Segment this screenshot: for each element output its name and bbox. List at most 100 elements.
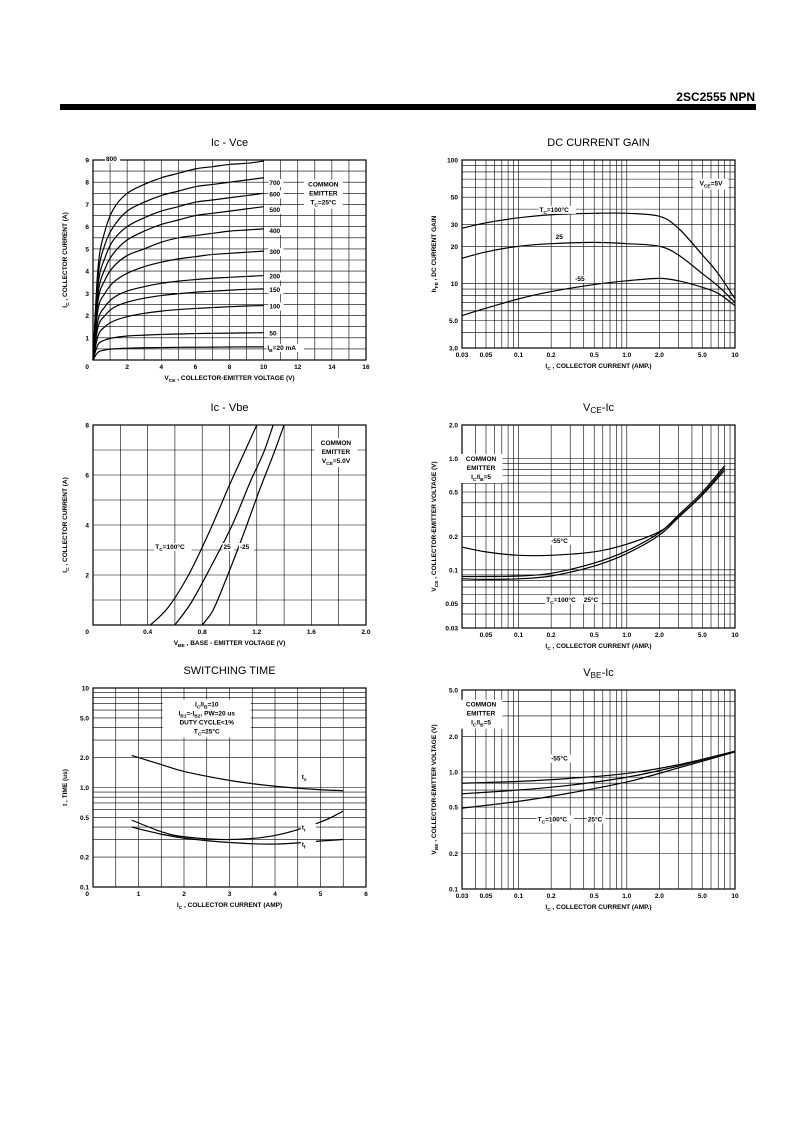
x-tick-label: 1.0 bbox=[622, 352, 631, 359]
series-line-0 bbox=[461, 750, 736, 784]
chart-title: Ic - Vce bbox=[211, 137, 248, 149]
x-tick-label: 0.2 bbox=[547, 632, 556, 639]
series-label-bg bbox=[154, 543, 192, 551]
series-label-bg bbox=[268, 248, 284, 257]
x-tick-label: 1 bbox=[137, 891, 141, 898]
series-label-bg bbox=[268, 285, 284, 294]
chart-dc-current-gain: DC CURRENT GAIN 0.03 0.05 0.1 0.2 0.5 1.0 2.0 5.… bbox=[431, 137, 739, 372]
x-tick-label: 10 bbox=[731, 352, 739, 359]
x-axis-label: IC , COLLECTOR CURRENT (AMP) bbox=[177, 902, 282, 911]
y-axis-label: t , TIME (us) bbox=[62, 769, 69, 806]
y-tick-label: 3.0 bbox=[449, 346, 458, 353]
series-line-8 bbox=[92, 304, 264, 361]
series-line-2 bbox=[461, 751, 736, 809]
series-label-bg bbox=[222, 543, 234, 551]
series-line-4 bbox=[92, 228, 264, 361]
chart-title: SWITCHING TIME bbox=[183, 665, 275, 677]
x-tick-label: 0.2 bbox=[547, 352, 556, 359]
annotation-text: EMITTER bbox=[322, 449, 351, 456]
series-line-2 bbox=[131, 826, 344, 845]
series-line-1 bbox=[461, 241, 736, 304]
x-tick-label: 5 bbox=[319, 891, 323, 898]
series-label-bg bbox=[574, 274, 590, 283]
y-tick-label: 5.0 bbox=[449, 318, 458, 325]
y-tick-label: 50 bbox=[451, 195, 459, 202]
series-label-bg bbox=[268, 227, 284, 235]
series-label-bg bbox=[268, 272, 284, 281]
x-tick-label: 0.8 bbox=[198, 629, 207, 636]
series-line-1 bbox=[461, 465, 725, 578]
series-label-bg bbox=[582, 595, 602, 604]
chart-title: VCE-Ic bbox=[583, 402, 615, 415]
y-tick-label: 20 bbox=[451, 244, 459, 251]
x-tick-label: 2.0 bbox=[655, 352, 664, 359]
annotation-text: VCE=5V bbox=[700, 181, 724, 190]
series-label-bg bbox=[105, 155, 121, 164]
annotation-text: EMITTER bbox=[309, 191, 338, 198]
series-label-bg bbox=[554, 232, 567, 241]
series-line-9 bbox=[92, 332, 264, 361]
x-tick-label: 0.1 bbox=[514, 352, 523, 359]
series-line-1 bbox=[174, 424, 274, 626]
x-tick-label: 0.5 bbox=[590, 893, 599, 900]
x-tick-label: 12 bbox=[294, 364, 302, 371]
series-label: 300 bbox=[269, 249, 280, 256]
series-label: TC=100°C bbox=[546, 596, 576, 606]
annotation-text: COMMON bbox=[308, 182, 339, 189]
annotation-bg bbox=[459, 453, 503, 483]
plot-frame bbox=[461, 689, 736, 890]
x-tick-label: 0.03 bbox=[456, 893, 469, 900]
y-tick-label: 0.5 bbox=[449, 490, 458, 497]
series-label-bg bbox=[545, 595, 583, 604]
x-tick-label: 3 bbox=[228, 891, 232, 898]
y-axis-label: VBE , COLLECTOR-EMITTER VOLTAGE (V) bbox=[431, 724, 440, 854]
origin-label: 0 bbox=[85, 364, 89, 371]
series-label-bg bbox=[538, 205, 576, 214]
annotation-text: IC/IB=5 bbox=[471, 720, 491, 729]
series-label-bg bbox=[268, 179, 284, 187]
x-tick-label: 1.6 bbox=[307, 629, 316, 636]
series-label: tf bbox=[302, 842, 306, 851]
plot-frame bbox=[92, 687, 367, 888]
series-label: 25 bbox=[224, 544, 232, 551]
y-tick-label: 1.0 bbox=[449, 769, 458, 776]
y-tick-label: 2.0 bbox=[449, 423, 458, 430]
x-tick-label: 0.5 bbox=[590, 632, 599, 639]
x-tick-label: 2 bbox=[125, 364, 129, 371]
chart-title: Ic - Vbe bbox=[211, 402, 249, 414]
y-tick-label: 1.0 bbox=[449, 456, 458, 463]
y-tick-label: 2.0 bbox=[80, 755, 89, 762]
series-label-bg bbox=[300, 823, 316, 832]
series-label-bg bbox=[550, 754, 573, 763]
x-tick-label: 5.0 bbox=[698, 352, 707, 359]
series-line-2 bbox=[92, 192, 264, 361]
series-label-bg bbox=[268, 190, 284, 199]
chart-grid bbox=[92, 424, 367, 626]
annotation-text: COMMON bbox=[466, 456, 497, 463]
series-label: 50 bbox=[269, 331, 277, 338]
y-axis-label: VCE , COLLECTOR-EMITTER VOLTAGE (V) bbox=[431, 461, 440, 591]
y-tick-label: 0.03 bbox=[445, 626, 458, 633]
y-tick-label: 10 bbox=[82, 686, 90, 693]
series-label: ts bbox=[302, 774, 307, 783]
chart-switching-time: SWITCHING TIME 1 2 3 4 5 6 0.1 0.2 0.5 1.0 2.0 5.0 10… bbox=[62, 665, 368, 911]
series-label: TC=100°C bbox=[155, 543, 185, 553]
origin-label: 0 bbox=[85, 629, 89, 636]
y-tick-label: 5.0 bbox=[449, 688, 458, 695]
y-tick-label: 1 bbox=[85, 335, 89, 342]
chart-title: VBE-Ic bbox=[583, 667, 614, 680]
chart-grid bbox=[461, 424, 736, 629]
x-tick-label: 2 bbox=[182, 891, 186, 898]
y-tick-label: 0.2 bbox=[80, 855, 89, 862]
y-tick-label: 4 bbox=[85, 523, 89, 530]
y-tick-label: 8 bbox=[85, 423, 89, 430]
x-axis-label: VBE , BASE - EMITTER VOLTAGE (V) bbox=[174, 640, 286, 649]
x-axis-label: IC , COLLECTOR CURRENT (AMP.) bbox=[545, 363, 651, 372]
annotation-bg bbox=[303, 179, 343, 209]
series-label: tr bbox=[302, 824, 306, 833]
annotation-text: IC/IB=10 bbox=[195, 702, 219, 711]
series-line-0 bbox=[149, 424, 258, 626]
x-tick-label: 10 bbox=[731, 893, 739, 900]
series-label: 400 bbox=[269, 228, 280, 235]
plot-frame bbox=[461, 424, 736, 629]
